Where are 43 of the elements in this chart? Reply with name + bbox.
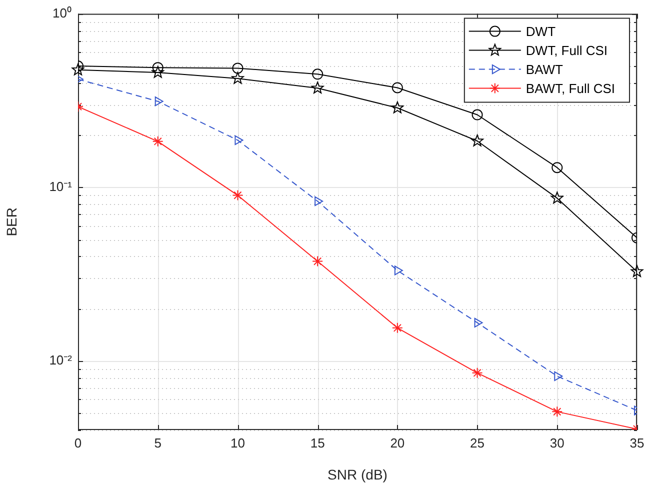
x-tick-label: 30 — [550, 435, 564, 450]
x-tick-label: 15 — [310, 435, 325, 450]
point — [392, 82, 403, 94]
point — [312, 68, 324, 80]
point — [630, 265, 644, 277]
point — [234, 135, 244, 146]
point — [311, 82, 324, 94]
y-axis-title: BER — [3, 208, 20, 236]
y-tick-label: 10⁻² — [49, 352, 73, 368]
point — [474, 318, 483, 328]
point — [232, 190, 244, 201]
point — [552, 162, 563, 174]
legend-label: DWT, Full CSI — [526, 42, 608, 58]
x-tick-label: 5 — [154, 435, 162, 450]
point — [314, 196, 324, 206]
point — [554, 371, 563, 381]
point — [232, 62, 244, 74]
point — [394, 266, 403, 276]
point — [72, 63, 84, 76]
point — [152, 62, 164, 74]
legend-label: BAWT, Full CSI — [526, 80, 616, 96]
point — [550, 192, 564, 204]
legend-label: DWT — [526, 24, 556, 39]
point — [391, 101, 404, 114]
x-tick-label: 10 — [230, 435, 245, 450]
legend-label: BAWT — [526, 62, 564, 77]
point — [472, 109, 483, 120]
point — [392, 322, 403, 334]
x-tick-label: 25 — [470, 435, 485, 450]
y-tick-label: 10⁰ — [52, 5, 72, 20]
point — [152, 136, 164, 147]
point — [552, 406, 563, 418]
x-tick-label: 35 — [630, 435, 644, 450]
y-tick-label: 10⁻¹ — [49, 178, 73, 194]
point — [232, 72, 244, 84]
point — [471, 134, 484, 146]
point — [154, 96, 164, 106]
point — [472, 367, 483, 378]
x-tick-label: 0 — [74, 435, 82, 450]
point — [312, 256, 324, 267]
x-tick-label: 20 — [390, 435, 405, 450]
x-axis-title: SNR (dB) — [328, 466, 388, 482]
point — [152, 66, 164, 78]
